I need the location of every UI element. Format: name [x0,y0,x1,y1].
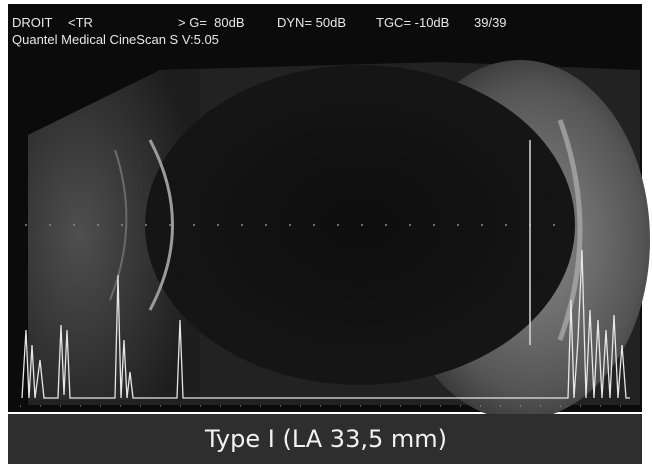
vitreous [145,65,575,385]
header-frame: 39/39 [474,15,507,30]
header-tgc: TGC= -10dB [376,15,449,30]
page: DROIT <TR > G= 80dB DYN= 50dB TGC= -10dB… [0,0,652,468]
header-gain: > G= 80dB [178,15,245,30]
header-device: Quantel Medical CineScan S V:5.05 [12,32,219,47]
header-side: DROIT [12,15,53,30]
header-probe: <TR [68,15,93,30]
header-dynamic: DYN= 50dB [277,15,346,30]
caption: Type I (LA 33,5 mm) [204,425,447,453]
ultrasound-screenshot: DROIT <TR > G= 80dB DYN= 50dB TGC= -10dB… [0,0,652,468]
